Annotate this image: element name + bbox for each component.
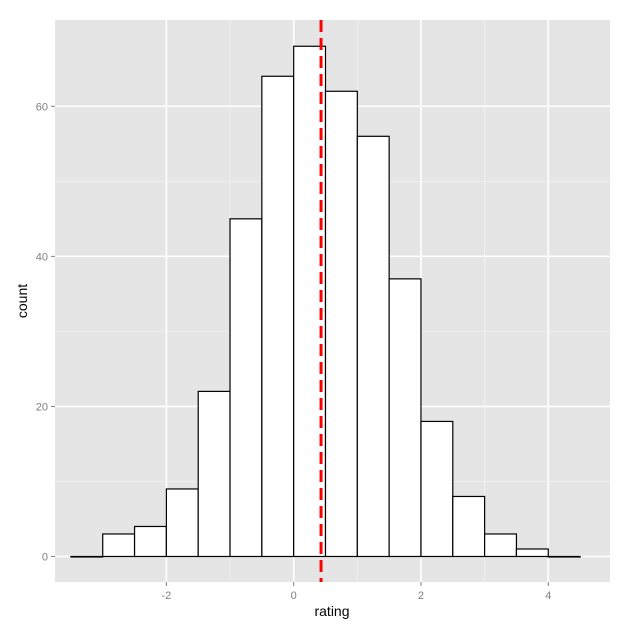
histogram-bar: [484, 533, 518, 558]
histogram-bar: [388, 278, 422, 558]
histogram-bar: [133, 525, 167, 558]
x-tick-label: 4: [545, 590, 551, 602]
y-axis-ticks: 0 20 40 60: [36, 101, 55, 563]
y-tick-label: 20: [36, 401, 48, 413]
histogram-bar: [165, 488, 199, 558]
x-tick-label: -2: [161, 590, 171, 602]
histogram-bar: [197, 390, 231, 558]
y-tick-label: 0: [42, 551, 48, 563]
histogram-bar: [515, 548, 549, 558]
x-axis-ticks: -2 0 2 4: [161, 582, 551, 602]
histogram-bar: [452, 495, 486, 558]
x-tick-label: 0: [291, 590, 297, 602]
histogram-bar: [229, 218, 263, 558]
histogram-bar: [102, 533, 136, 558]
x-tick-label: 2: [418, 590, 424, 602]
y-tick-label: 60: [36, 101, 48, 113]
x-axis-title: rating: [314, 603, 349, 619]
histogram-bar: [261, 75, 295, 558]
y-tick-label: 40: [36, 251, 48, 263]
y-axis-title: count: [14, 284, 30, 318]
histogram-bar: [356, 135, 390, 558]
histogram-bar: [547, 555, 581, 558]
histogram-bar: [324, 90, 358, 558]
histogram-bar: [70, 555, 104, 558]
histogram-bar: [420, 420, 454, 558]
